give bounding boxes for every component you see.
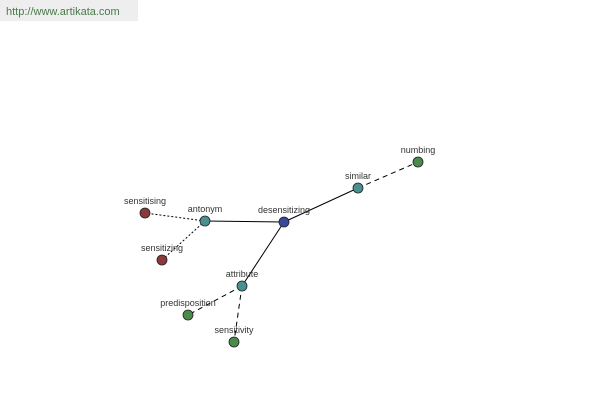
node-label: desensitizing [258,205,310,215]
edge [241,221,285,287]
url-text: http://www.artikata.com [6,6,120,18]
edge [233,285,243,343]
node-label: sensitivity [214,325,254,335]
node-label: numbing [401,145,436,155]
node [199,215,211,227]
nodes: desensitizing antonym similar attribute numb… [124,145,436,348]
node [278,216,290,228]
edge [283,187,359,223]
node [182,309,194,321]
node-label: sensitizing [141,243,183,253]
node-label: sensitising [124,196,166,206]
node-label: similar [345,171,371,181]
edge [161,220,206,261]
node [139,207,151,219]
edge [204,220,285,223]
edge [357,161,419,189]
node [228,336,240,348]
node [156,254,168,266]
edge [144,212,206,222]
node-label: attribute [226,269,259,279]
node-label: antonym [188,204,223,214]
node [352,182,364,194]
edges [144,161,419,343]
node [236,280,248,292]
edge [187,285,243,316]
node [412,156,424,168]
url-banner [0,0,138,21]
node-label: predisposition [160,298,216,308]
